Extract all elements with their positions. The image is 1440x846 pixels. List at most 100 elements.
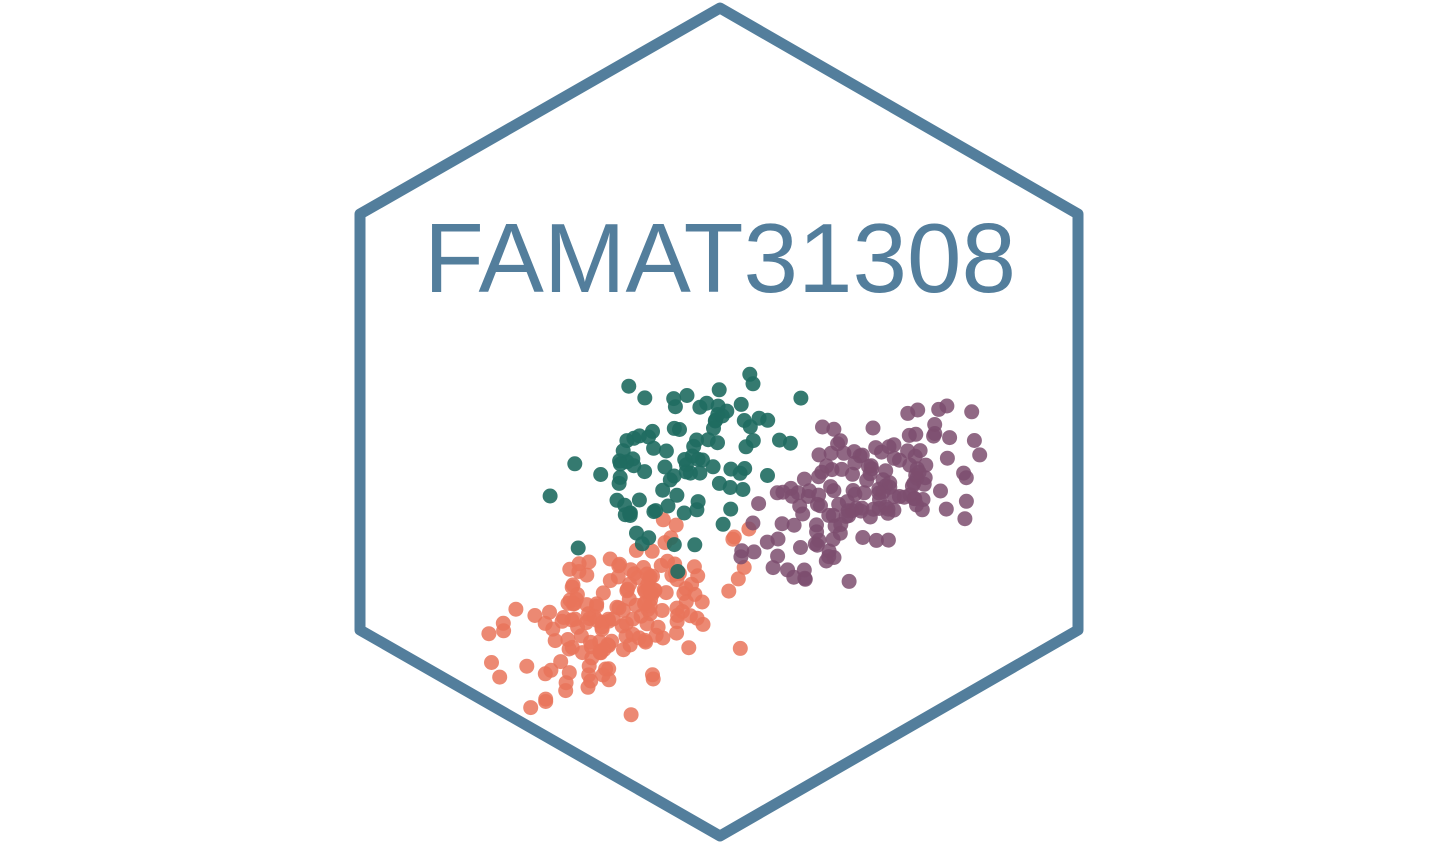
scatter-point xyxy=(723,461,739,477)
scatter-point xyxy=(836,445,852,461)
scatter-point xyxy=(824,462,840,478)
scatter-point xyxy=(832,433,848,449)
scatter-point xyxy=(641,530,657,546)
scatter-point xyxy=(715,516,731,532)
scatter-point xyxy=(547,633,563,649)
scatter-point xyxy=(765,560,781,576)
scatter-point xyxy=(684,576,700,592)
scatter-point xyxy=(855,530,871,545)
scatter-point xyxy=(681,640,697,656)
scatter-point xyxy=(570,540,586,556)
scatter-point xyxy=(642,598,658,614)
scatter-point xyxy=(676,505,692,521)
scatter-point xyxy=(972,447,988,463)
scatter-point xyxy=(859,472,875,488)
scatter-point xyxy=(915,492,931,507)
scatter-point xyxy=(484,655,499,670)
scatter-point xyxy=(825,531,841,547)
scatter-point xyxy=(614,618,630,634)
scatter-point xyxy=(623,562,639,578)
scatter-point xyxy=(958,493,974,509)
scatter-point xyxy=(826,421,842,437)
scatter-point xyxy=(666,537,682,553)
scatter-point xyxy=(556,610,572,625)
scatter-point xyxy=(801,483,817,499)
scatter-point xyxy=(958,470,974,486)
scatter-point xyxy=(730,571,746,587)
scatter-point xyxy=(911,464,927,480)
scatter-point xyxy=(667,399,683,415)
scatter-point xyxy=(904,478,920,494)
scatter-point xyxy=(742,419,758,435)
scatter-point xyxy=(865,501,881,517)
scatter-point xyxy=(682,465,698,481)
scatter-point xyxy=(660,498,676,514)
scatter-point xyxy=(882,475,898,491)
scatter-point xyxy=(565,596,581,612)
scatter-point xyxy=(653,558,669,573)
scatter-point xyxy=(874,444,889,460)
scatter-point xyxy=(658,443,674,459)
scatter-point xyxy=(821,549,837,565)
scatter-point xyxy=(746,544,762,560)
scatter-point xyxy=(711,382,727,398)
scatter-point xyxy=(732,640,748,656)
scatter-point xyxy=(654,603,670,618)
scatter-point xyxy=(863,458,879,474)
scatter-point xyxy=(745,433,761,449)
scatter-point xyxy=(481,626,497,642)
scatter-point xyxy=(686,438,702,454)
scatter-point xyxy=(645,671,661,687)
scatter-point xyxy=(602,573,618,589)
scatter-point xyxy=(841,508,857,524)
scatter-point xyxy=(745,376,761,392)
scatter-point xyxy=(939,450,955,466)
scatter-point xyxy=(689,502,705,518)
scatter-point xyxy=(542,488,558,504)
scatter-point xyxy=(561,665,577,681)
scatter-point xyxy=(796,471,812,487)
scatter-point xyxy=(527,608,543,623)
scatter-point xyxy=(537,666,553,682)
scatter-point xyxy=(590,613,606,629)
scatter-point xyxy=(560,632,576,647)
scatter-point xyxy=(668,517,684,533)
scatter-points xyxy=(481,366,988,723)
scatter-point xyxy=(558,683,574,699)
scatter-point xyxy=(545,621,561,637)
scatter-point xyxy=(795,506,811,522)
scatter-point xyxy=(931,401,947,417)
scatter-point xyxy=(538,691,554,707)
scatter-point xyxy=(679,388,695,403)
scatter-point xyxy=(639,566,655,582)
scatter-point xyxy=(631,492,647,508)
scatter-point xyxy=(611,558,627,574)
scatter-point xyxy=(617,507,633,523)
scatter-point xyxy=(813,498,828,514)
scatter-point xyxy=(933,483,948,499)
scatter-point xyxy=(841,573,857,589)
scatter-point xyxy=(612,469,628,485)
scatter-point xyxy=(622,576,638,592)
scatter-point xyxy=(711,475,727,491)
scatter-point xyxy=(694,594,710,610)
scatter-point xyxy=(900,443,916,459)
scatter-point xyxy=(705,459,721,475)
scatter-point xyxy=(662,472,678,488)
scatter-point xyxy=(880,505,896,521)
scatter-point xyxy=(639,616,655,632)
scatter-point xyxy=(562,561,578,577)
scatter-point xyxy=(908,426,924,442)
scatter-point xyxy=(609,599,625,615)
scatter-point xyxy=(666,420,682,436)
scatter-point xyxy=(508,601,524,617)
scatter-point xyxy=(723,501,739,517)
scatter-point xyxy=(495,615,511,631)
scatter-point xyxy=(670,564,686,579)
scatter-point xyxy=(581,554,597,570)
scatter-point xyxy=(815,419,830,435)
logo-title: FAMAT31308 xyxy=(424,203,1016,313)
scatter-point xyxy=(492,669,508,685)
scatter-point xyxy=(786,517,802,533)
